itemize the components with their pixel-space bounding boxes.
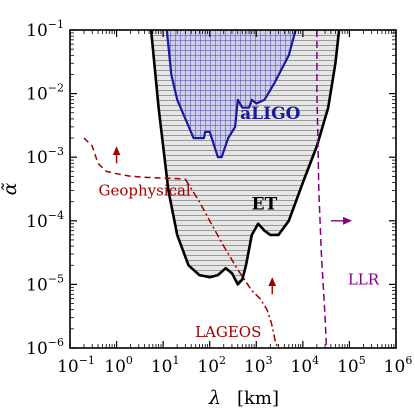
y-tick-label: 10−4	[26, 209, 64, 232]
plot-area	[83, 30, 352, 348]
llr-label: LLR	[348, 270, 380, 288]
geophysical-constraint-line	[83, 137, 186, 181]
aligo-boundary-line	[165, 30, 297, 159]
x-axis-unit: [km]	[237, 388, 279, 409]
y-axis-title: α̃	[0, 182, 21, 195]
lageos-constraint-line	[184, 178, 280, 348]
y-tick-label: 10−1	[26, 18, 64, 41]
aligo-region-fill	[166, 30, 296, 158]
lageos-label: LAGEOS	[195, 323, 261, 341]
x-axis-title: λ	[208, 387, 221, 409]
axes: 10−1 100 101 102 103 104 105 106 10−6 10−5 10−4 10−…	[0, 18, 412, 409]
x-tick-label: 105	[337, 354, 366, 377]
x-tick-label: 10−1	[57, 354, 95, 377]
aligo-label: aLIGO	[240, 104, 300, 124]
et-boundary-line	[149, 30, 341, 286]
plot-frame	[69, 29, 397, 349]
annotations: aLIGO ET Geophysical LAGEOS LLR	[98, 104, 379, 341]
x-tick-label: 100	[104, 354, 133, 377]
llr-constraint-line	[316, 30, 328, 348]
x-tick-label: 104	[291, 354, 320, 377]
y-tick-label: 10−5	[26, 272, 64, 295]
y-tick-label: 10−3	[26, 145, 64, 168]
y-tick-label: 10−6	[26, 336, 64, 359]
x-tick-label: 103	[244, 354, 273, 377]
et-label: ET	[252, 195, 278, 215]
geophysical-label: Geophysical	[98, 181, 190, 199]
y-tick-label: 10−2	[26, 82, 64, 105]
x-tick-label: 106	[384, 354, 413, 377]
x-tick-label: 101	[151, 354, 180, 377]
x-tick-label: 102	[197, 354, 226, 377]
